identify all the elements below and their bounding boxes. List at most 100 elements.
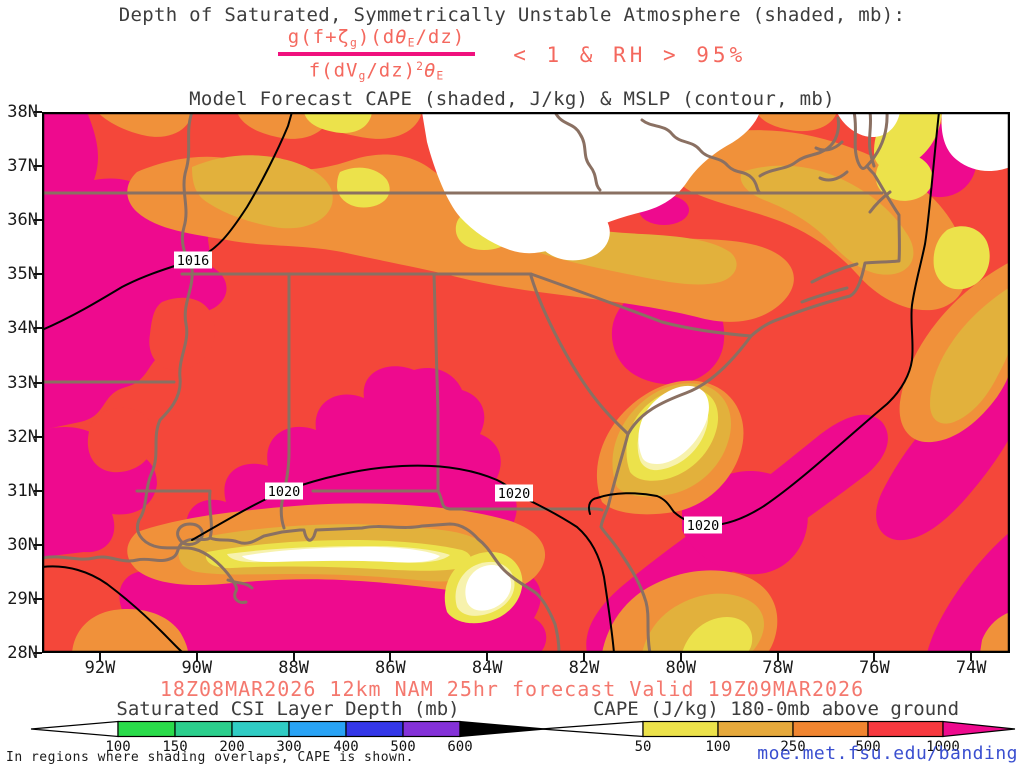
formula-segment: /dz) — [415, 26, 466, 48]
colorbar-tick-label: 250 — [780, 739, 805, 755]
colorbar-tick-label: 500 — [855, 739, 880, 755]
page-subtitle: Model Forecast CAPE (shaded, J/kg) & MSL… — [189, 88, 835, 110]
lat-tick — [34, 381, 42, 384]
lon-tick-label: 92W — [84, 658, 116, 678]
contour-label-box — [495, 484, 533, 502]
contour-label: 1020 — [687, 518, 720, 534]
colorbar-arrow — [459, 720, 546, 738]
lon-tick-label: 76W — [859, 658, 890, 678]
formula-segment: g — [358, 69, 367, 84]
formula-segment: )(d — [357, 26, 396, 48]
colorbar-tick-label: 100 — [705, 739, 730, 755]
contour-label: 1016 — [177, 253, 210, 269]
lon-tick-label: 80W — [665, 658, 697, 678]
contour-label-box — [265, 482, 303, 500]
model-run-info: 18Z08MAR2026 12km NAM 25hr forecast Vali… — [159, 677, 865, 701]
colorbar-arrow — [30, 720, 119, 738]
lat-tick-label: 38N — [7, 102, 38, 122]
lat-tick — [34, 652, 42, 654]
lat-tick-label: 37N — [7, 156, 38, 177]
colorbar-tick-label: 50 — [635, 739, 652, 755]
lon-tick — [970, 653, 973, 661]
lat-tick — [34, 165, 42, 168]
formula-segment: E — [407, 35, 416, 50]
lat-tick-label: 36N — [7, 210, 38, 231]
lon-tick-label: 74W — [955, 658, 987, 678]
lat-tick — [34, 489, 42, 492]
colorbar-tick-label: 300 — [276, 739, 301, 755]
formula-segment: 2 — [416, 59, 424, 74]
lon-tick-label: 82W — [568, 658, 600, 678]
colorbar-segment — [642, 720, 719, 738]
colorbar-tick-label: 200 — [219, 739, 244, 755]
colorbar-arrow — [942, 720, 1016, 738]
formula-fraction: g(f+ζg)(dθE/dz) f(dVg/dz)2θE — [277, 26, 476, 83]
colorbar-segment — [174, 720, 233, 738]
colorbar-tick-label: 150 — [162, 739, 187, 755]
lat-tick — [34, 435, 42, 438]
lon-tick — [679, 653, 682, 661]
colorbar-segment — [717, 720, 794, 738]
lon-tick-label: 90W — [181, 658, 213, 678]
lat-tick-label: 32N — [7, 426, 38, 447]
lat-tick-label: 29N — [7, 588, 38, 609]
colorbar-tick-label: 600 — [447, 739, 472, 755]
colorbar-segment — [867, 720, 944, 738]
cape-colorbar: 50 100 250 500 1000 — [540, 720, 1016, 755]
lat-tick-label: 30N — [7, 534, 38, 555]
page-title: Depth of Saturated, Symmetrically Unstab… — [118, 4, 906, 26]
lat-tick-label: 35N — [7, 264, 38, 285]
lon-tick-label: 78W — [762, 658, 793, 678]
contour-label-box — [174, 251, 212, 269]
contour-labels: 1016 1020 1020 1020 — [174, 251, 722, 534]
colorbar-arrow — [540, 720, 644, 738]
lon-tick — [776, 653, 779, 661]
shading-layer — [42, 112, 1010, 653]
colorbar-segment — [792, 720, 869, 738]
formula-denominator: f(dVg/dz)2θE — [278, 59, 475, 83]
lat-tick — [34, 273, 42, 276]
csi-colorbar: 100 150 200 300 400 500 600 — [30, 720, 546, 755]
lon-tick-label: 88W — [278, 658, 309, 678]
fraction-bar — [277, 52, 476, 57]
csi-colorbar-title: Saturated CSI Layer Depth (mb) — [116, 698, 460, 720]
formula-segment: /dz) — [366, 59, 417, 82]
formula-condition: < 1 & RH > 95% — [513, 42, 747, 67]
lat-tick — [34, 327, 42, 330]
formula-segment: θ — [423, 59, 437, 82]
lat-tick-label: 28N — [7, 643, 38, 663]
colorbar-segment — [117, 720, 176, 738]
contour-label: 1020 — [268, 484, 301, 500]
lon-tick — [486, 653, 489, 661]
lat-tick — [34, 543, 42, 546]
colorbar-tick-label: 500 — [390, 739, 415, 755]
cape-colorbar-title: CAPE (J/kg) 180-0mb above ground — [592, 698, 960, 720]
colorbar-segment — [231, 720, 290, 738]
contour-label: 1020 — [498, 486, 531, 502]
lat-tick-label: 34N — [7, 318, 38, 339]
lon-tick — [292, 653, 295, 661]
lat-tick — [34, 111, 42, 113]
lat-tick-label: 31N — [7, 480, 38, 501]
site-link[interactable]: moe.met.fsu.edu/banding — [757, 743, 1018, 764]
colorbar-tick-label: 400 — [333, 739, 358, 755]
formula-segment: θ — [395, 26, 408, 48]
lon-tick-label: 84W — [471, 658, 503, 678]
formula: g(f+ζg)(dθE/dz) f(dVg/dz)2θE < 1 & RH > … — [0, 26, 1024, 83]
lat-tick — [34, 597, 42, 600]
lon-tick — [389, 653, 392, 661]
lon-tick — [873, 653, 876, 661]
lon-tick — [195, 653, 198, 661]
lon-tick-label: 86W — [375, 658, 406, 678]
state-borders-layer — [40, 110, 901, 655]
colorbar-segment — [345, 720, 404, 738]
colorbar-segment — [402, 720, 461, 738]
formula-segment: f(dV — [308, 59, 359, 82]
formula-segment: g — [349, 35, 358, 50]
contour-label-box — [684, 516, 722, 534]
overlap-note: In regions where shading overlaps, CAPE … — [6, 750, 415, 765]
colorbar-tick-label: 1000 — [926, 739, 960, 755]
colorbar-tick-label: 100 — [105, 739, 130, 755]
lat-tick — [34, 219, 42, 222]
